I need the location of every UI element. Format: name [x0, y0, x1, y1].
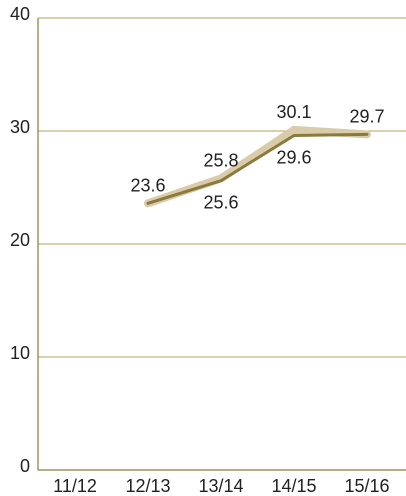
x-tick-label-15-16: 15/16	[344, 476, 389, 496]
y-tick-label-20: 20	[10, 230, 30, 250]
series-lines	[148, 130, 367, 203]
data-label-12-13-above: 23.6	[130, 175, 165, 195]
y-tick-label-30: 30	[10, 117, 30, 137]
gridlines	[38, 18, 406, 357]
axes: 0 10 20 30 40 11/12 12/13 13/14 14/15 15/16	[10, 4, 406, 496]
x-tick-label-13-14: 13/14	[198, 476, 243, 496]
data-label-13-14-above: 25.8	[203, 150, 238, 170]
y-tick-label-40: 40	[10, 4, 30, 24]
data-label-13-14-below: 25.6	[203, 193, 238, 213]
x-tick-label-14-15: 14/15	[271, 476, 316, 496]
y-tick-label-10: 10	[10, 343, 30, 363]
data-label-15-16-above: 29.7	[349, 106, 384, 126]
y-tick-label-0: 0	[20, 456, 30, 476]
series-line-2	[148, 134, 367, 203]
x-tick-label-11-12: 11/12	[53, 476, 97, 496]
data-label-14-15-below: 29.6	[276, 148, 311, 168]
data-label-14-15-above: 30.1	[276, 102, 311, 122]
x-tick-label-12-13: 12/13	[125, 476, 170, 496]
